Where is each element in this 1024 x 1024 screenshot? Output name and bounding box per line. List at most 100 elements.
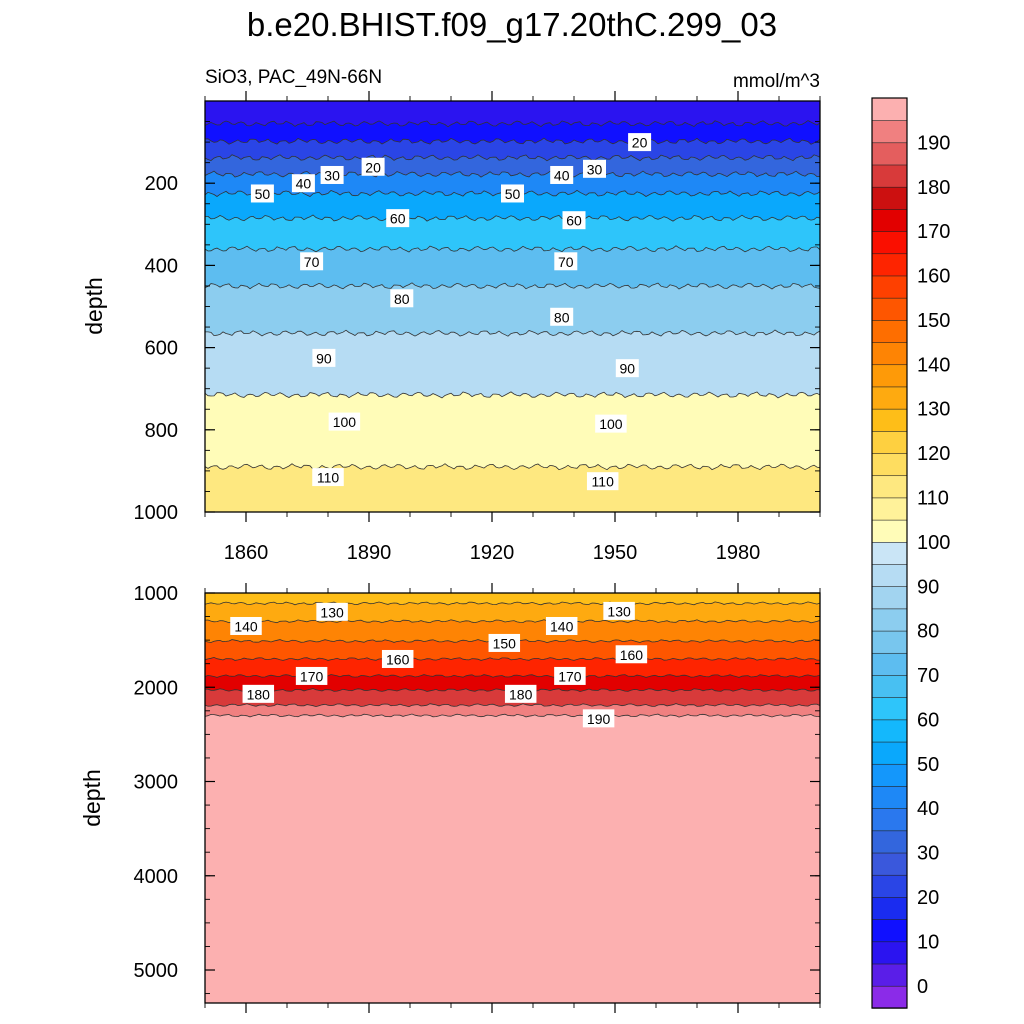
- top-contour-label-text: 20: [632, 135, 648, 151]
- bot-y-tick-label: 4000: [134, 866, 179, 888]
- colorbar-label: 160: [917, 266, 950, 288]
- top-contour-label-box: [320, 165, 344, 184]
- bot-contour-label-box: [603, 601, 635, 620]
- top-contour-label: 70: [554, 252, 578, 271]
- top-contour-label-box: [312, 348, 336, 367]
- colorbar-swatch: [871, 164, 908, 188]
- colorbar-swatch: [871, 608, 908, 632]
- top-y-axis: 200 400 600 800 1000: [134, 100, 820, 524]
- x-tick-label: 1950: [593, 542, 638, 564]
- bot-contour-label: 180: [504, 684, 537, 703]
- top-contour-label-box: [386, 209, 410, 228]
- top-contour-label-box: [583, 159, 606, 178]
- top-contour-label: 110: [586, 472, 619, 491]
- colorbar-swatch: [871, 963, 908, 987]
- bot-contour-label: 150: [488, 633, 521, 652]
- top-contour-label: 110: [312, 468, 344, 487]
- colorbar-label: 180: [917, 177, 950, 199]
- top-contour-label-box: [628, 133, 652, 152]
- bot-contour-label-text: 170: [300, 668, 324, 684]
- top-contour-label-text: 30: [324, 167, 340, 183]
- top-contour-label-box: [291, 174, 315, 193]
- colorbar-swatch: [871, 763, 908, 787]
- top-contour-label-text: 100: [599, 416, 623, 432]
- bot-contour-label-box: [242, 684, 275, 703]
- bot-contour-label: 130: [316, 602, 348, 621]
- bot-contour-label-text: 160: [620, 647, 644, 663]
- bot-contour-label-text: 140: [550, 618, 574, 634]
- bot-contour-160: [205, 656, 820, 661]
- top-contour-label: 30: [320, 165, 344, 184]
- bot-contour-label: 140: [230, 616, 262, 635]
- bot-contour-label-box: [545, 616, 578, 635]
- colorbar-swatch: [871, 630, 908, 654]
- colorbar-swatch: [871, 186, 908, 210]
- top-contour-label-box: [501, 184, 524, 203]
- top-y-tick-label: 200: [145, 173, 178, 195]
- top-x-axis: 1860 1890 1920 1950 1980: [204, 91, 821, 564]
- top-contour-label-text: 40: [296, 176, 312, 192]
- top-contour-label-text: 100: [333, 414, 357, 430]
- top-contour-label: 100: [328, 412, 361, 431]
- colorbar: 0 10 20 30 40 50 60 70 80 90 100 110 120 130 140 150 160…: [871, 97, 950, 1009]
- colorbar-label: 70: [917, 665, 939, 687]
- top-contour-label: 50: [501, 184, 524, 203]
- top-contour-label-box: [312, 468, 344, 487]
- colorbar-swatch: [871, 119, 908, 144]
- top-contour-label-box: [615, 359, 639, 378]
- bot-contour-140: [205, 619, 820, 624]
- top-contour-label: 40: [291, 174, 315, 193]
- colorbar-swatch: [871, 741, 908, 765]
- colorbar-swatch: [871, 253, 908, 277]
- bot-contour-label-text: 160: [386, 651, 410, 667]
- variable-label: SiO3, PAC_49N-66N: [205, 67, 382, 88]
- colorbar-swatch: [871, 297, 908, 321]
- bot-contour-label-box: [230, 616, 262, 635]
- bot-contour-label-box: [295, 666, 328, 685]
- colorbar-swatch: [871, 652, 908, 676]
- colorbar-swatch: [871, 142, 908, 166]
- x-tick-label: 1890: [347, 542, 392, 564]
- colorbar-swatch: [871, 830, 908, 854]
- colorbar-label: 110: [917, 488, 949, 510]
- top-contour-label-text: 90: [316, 350, 332, 366]
- colorbar-swatch: [871, 541, 908, 565]
- colorbar-swatch: [871, 874, 908, 898]
- colorbar-swatch: [871, 364, 908, 388]
- top-contour-label-text: 70: [558, 254, 574, 270]
- bottom-plot-frame: [204, 592, 821, 1004]
- colorbar-swatch: [871, 918, 908, 943]
- top-contour-label-box: [300, 252, 324, 271]
- top-y-tick-label: 1000: [134, 502, 179, 524]
- top-contour-label-text: 60: [566, 213, 582, 229]
- top-contour-label-box: [328, 412, 361, 431]
- bot-contour-label-text: 170: [558, 668, 582, 684]
- bot-contour-130: [205, 601, 820, 606]
- bottom-x-axis: [204, 583, 821, 1013]
- bot-contour-label-text: 190: [587, 711, 611, 727]
- top-contour-label-text: 50: [505, 186, 521, 202]
- colorbar-label: 40: [917, 798, 939, 820]
- top-contour-10: [205, 120, 820, 128]
- colorbar-swatch: [871, 430, 908, 454]
- top-contour-label-text: 30: [587, 161, 603, 177]
- top-band-120: [205, 517, 820, 525]
- bot-contour-label-text: 130: [607, 603, 631, 619]
- top-contour-80: [205, 282, 820, 290]
- bot-contour-label-text: 180: [247, 686, 271, 702]
- colorbar-swatch: [871, 719, 908, 743]
- bot-contour-label-box: [615, 645, 648, 664]
- top-contour-label: 80: [550, 307, 574, 326]
- top-contour-120: [205, 519, 820, 525]
- bot-contour-label-text: 150: [493, 635, 517, 651]
- top-contour-30: [205, 154, 820, 162]
- top-contour-20: [205, 137, 820, 145]
- bot-contour-label: 170: [554, 666, 586, 685]
- bottom-y-axis: 1000 2000 3000 4000 5000: [134, 583, 820, 995]
- colorbar-label: 30: [917, 843, 939, 865]
- top-contour-label-text: 60: [390, 211, 406, 227]
- bot-contour-label-text: 140: [234, 618, 258, 634]
- colorbar-swatch: [871, 475, 908, 499]
- top-contour-label: 30: [583, 159, 606, 178]
